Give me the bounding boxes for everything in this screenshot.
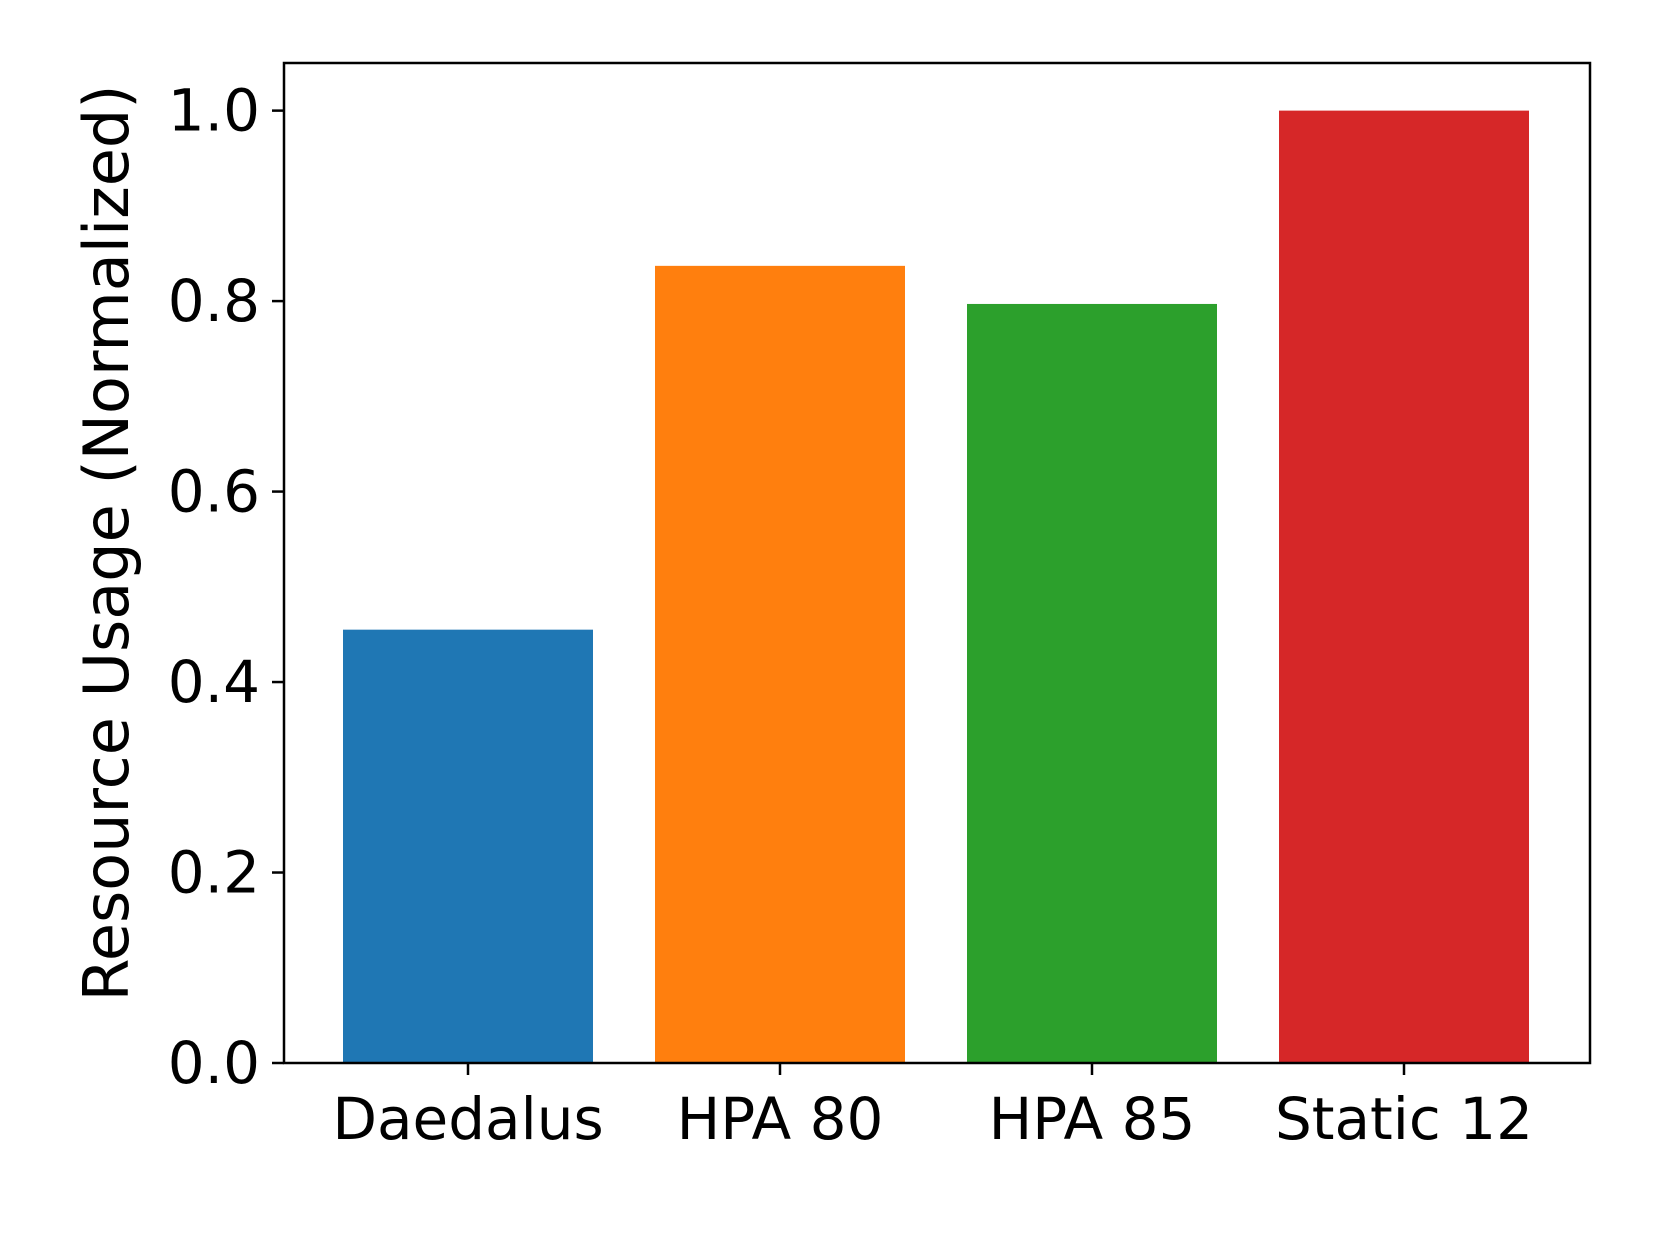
y-tick-label: 0.2	[168, 839, 260, 907]
bars-group	[343, 110, 1529, 1064]
bar-hpa-85	[967, 303, 1217, 1063]
x-tick-label: Daedalus	[332, 1085, 603, 1153]
bar-static-12	[1279, 110, 1529, 1064]
y-tick-label: 0.0	[168, 1029, 260, 1097]
y-axis-ticks: 0.0 0.2 0.4 0.6 0.8 1.0	[168, 77, 284, 1097]
x-tick-label: HPA 85	[989, 1085, 1196, 1153]
y-tick-label: 0.4	[168, 648, 260, 716]
y-tick-label: 0.8	[168, 267, 260, 335]
y-axis-label: Resource Usage (Normalized)	[70, 85, 143, 1002]
x-tick-label: HPA 80	[677, 1085, 884, 1153]
x-axis-ticks: Daedalus HPA 80 HPA 85 Static 12	[332, 1063, 1533, 1153]
y-tick-label: 1.0	[168, 77, 260, 145]
bar-hpa-80	[655, 265, 905, 1063]
plot-frame	[282, 61, 1592, 1065]
y-tick-label: 0.6	[168, 458, 260, 526]
x-tick-label: Static 12	[1275, 1085, 1533, 1153]
bar-daedalus	[343, 629, 593, 1063]
